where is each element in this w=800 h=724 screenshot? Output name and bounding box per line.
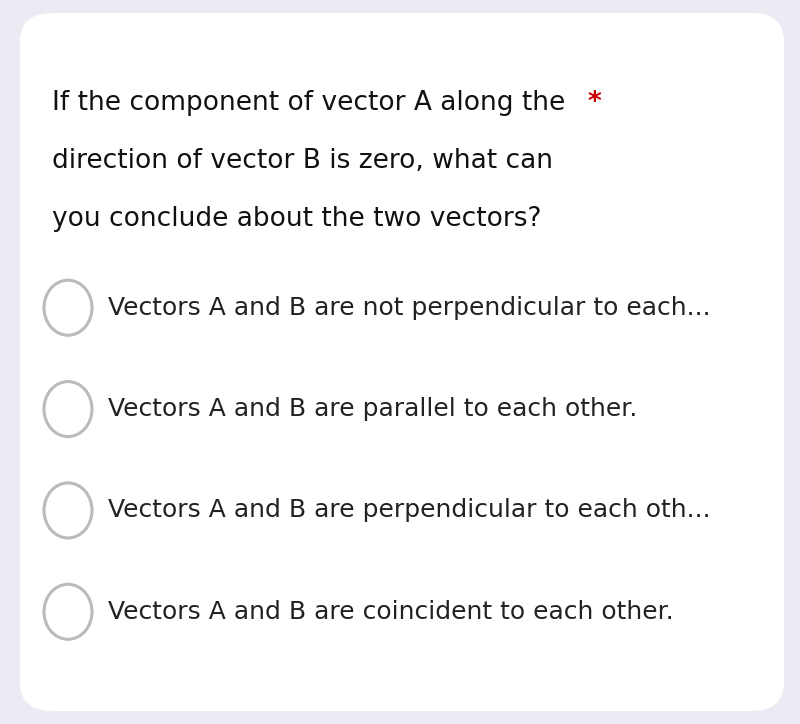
Text: *: * (588, 90, 602, 117)
Text: Vectors A and B are perpendicular to each oth...: Vectors A and B are perpendicular to eac… (108, 498, 710, 523)
Text: Vectors A and B are not perpendicular to each...: Vectors A and B are not perpendicular to… (108, 295, 710, 320)
Text: Vectors A and B are coincident to each other.: Vectors A and B are coincident to each o… (108, 599, 674, 624)
FancyBboxPatch shape (20, 13, 784, 711)
Ellipse shape (44, 483, 92, 538)
Text: you conclude about the two vectors?: you conclude about the two vectors? (52, 206, 542, 232)
Ellipse shape (44, 280, 92, 335)
Text: Vectors A and B are parallel to each other.: Vectors A and B are parallel to each oth… (108, 397, 638, 421)
Text: If the component of vector A along the: If the component of vector A along the (52, 90, 566, 117)
Ellipse shape (44, 584, 92, 639)
Ellipse shape (44, 382, 92, 437)
Text: direction of vector B is zero, what can: direction of vector B is zero, what can (52, 148, 553, 174)
